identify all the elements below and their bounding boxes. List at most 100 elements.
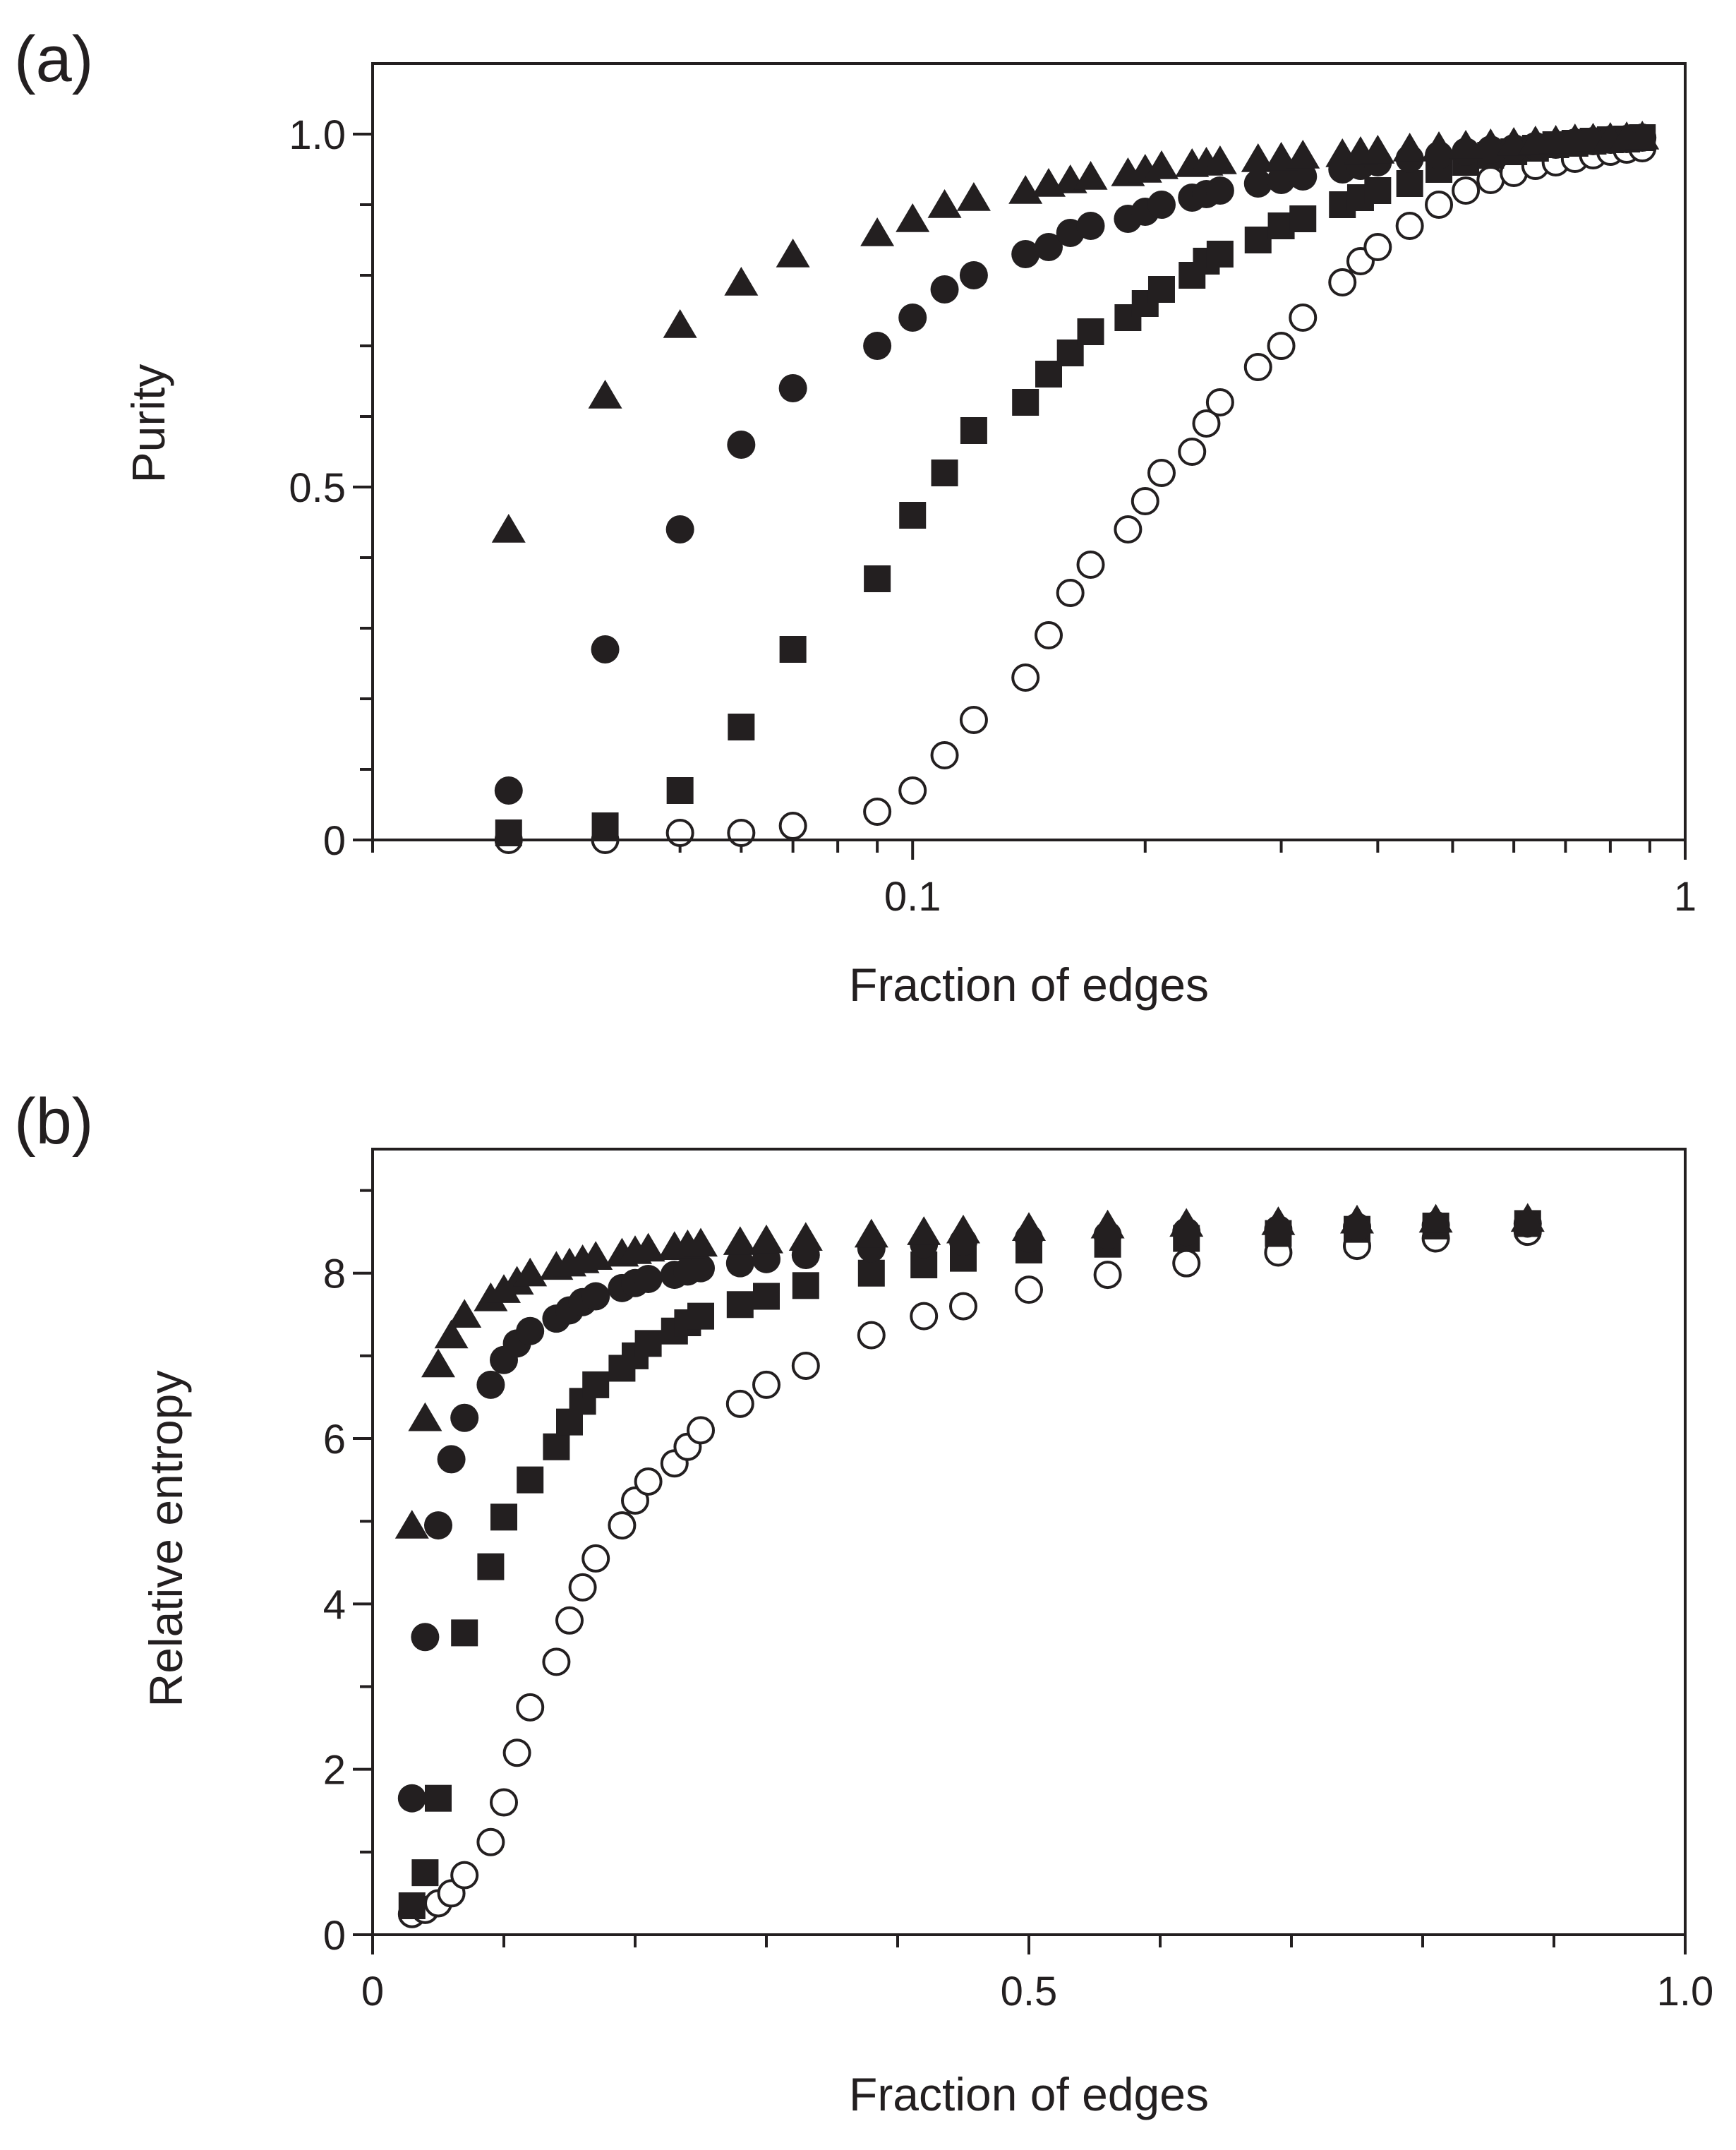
panel-b-open-circle-point (857, 1321, 886, 1350)
panel-b-filled-square-point (451, 1619, 478, 1647)
panel-b-filled-circle-point (581, 1282, 610, 1311)
panel-a-open-circle-point (1035, 621, 1063, 649)
panel-b-filled-circle-point (634, 1264, 663, 1293)
panel-b-triangle-point (513, 1257, 548, 1287)
panel-a-filled-square-point (591, 812, 619, 839)
panel-b-marks (394, 1203, 1545, 1928)
panel-b-triangle-point (946, 1214, 980, 1244)
panel-b-filled-square-point (753, 1283, 780, 1310)
panel-a-filled-circle-point (1011, 240, 1040, 268)
panel-a-triangle-point (1073, 161, 1108, 190)
panel-a-filled-circle-point (1267, 166, 1296, 194)
panel-b-triangle-point (1340, 1204, 1374, 1234)
panel-b-triangle-point (421, 1348, 455, 1378)
panel-a-open-circle-point (1178, 438, 1207, 466)
panel-a-xtick-label: 0.1 (884, 874, 941, 920)
panel-b-open-circle-point (581, 1544, 610, 1573)
panel-a-open-circle-point (1011, 663, 1040, 692)
panel-b-open-circle-point (568, 1573, 597, 1602)
panel-a-open-circle-point (1243, 353, 1272, 381)
panel-a-open-circle-point (1147, 459, 1176, 487)
panel-b-triangle-point (1169, 1208, 1204, 1237)
panel-a-triangle-point (1392, 133, 1427, 162)
panel-b-open-circle-point (555, 1606, 584, 1635)
panel-a-triangle-point (1449, 130, 1483, 159)
panel-a-triangle-point (1422, 131, 1457, 160)
panel-a-filled-square-point (864, 565, 891, 592)
panel-b-open-circle-point (476, 1827, 505, 1856)
panel-a-frame (371, 62, 1687, 841)
panel-b-filled-circle-point (411, 1623, 440, 1652)
panel-b-filled-square-point (857, 1259, 885, 1287)
panel-a-triangle-point (860, 217, 895, 246)
panel-a-triangle-point (1286, 140, 1320, 169)
panel-a-triangle-point (956, 182, 991, 211)
panel-a-open-circle-point (1363, 233, 1392, 261)
panel-b-xtick-label: 0.5 (1001, 1969, 1058, 2014)
panel-b-filled-square-point (634, 1330, 662, 1357)
panel-b-triangle-point (723, 1226, 757, 1255)
panel-b-triangle-point (854, 1218, 888, 1248)
panel-b-triangle-point (1418, 1203, 1453, 1233)
panel-a-triangle-point (776, 239, 810, 268)
panel-b-filled-square-point (792, 1272, 819, 1299)
panel-a-ytick-label: 0.5 (289, 465, 346, 511)
panel-b-ytick-label: 4 (323, 1582, 346, 1628)
panel-a-open-circle-point (863, 798, 892, 826)
panel-a-triangle-point (663, 309, 697, 338)
panel-b-triangle-point (1090, 1209, 1125, 1239)
panel-b-triangle-point (907, 1216, 941, 1245)
panel-b-open-circle-point (634, 1467, 663, 1496)
panel-a-open-circle-point (1131, 487, 1159, 515)
panel-a-filled-square-point (1147, 276, 1175, 303)
panel-b-open-circle-point (791, 1351, 820, 1380)
panel-a-open-circle-point (665, 819, 694, 847)
panel-b-open-circle-point (502, 1738, 531, 1767)
panel-b-filled-square-point (398, 1892, 426, 1919)
panel-b-ytick-label: 8 (323, 1251, 346, 1297)
panel-b-filled-circle-point (437, 1445, 466, 1474)
panel-a-triangle-point (896, 203, 930, 232)
panel-a-filled-square-point (1364, 177, 1392, 204)
panel-a-triangle-point (1241, 143, 1275, 172)
panel-a-open-circle-point (1476, 166, 1505, 194)
panel-b-triangle-point (749, 1224, 783, 1254)
panel-a-xtick-label: 1 (1674, 874, 1696, 920)
panel-a-filled-square-point (1012, 389, 1039, 416)
panel-a-filled-square-point (728, 714, 755, 740)
panel-a-triangle-point (1473, 128, 1508, 157)
panel-b-open-circle-point (1093, 1261, 1122, 1290)
panel-b-open-circle-point (687, 1416, 715, 1445)
panel-b-triangle-point (631, 1232, 665, 1262)
panel-b-open-circle-point (1172, 1249, 1201, 1278)
panel-b-open-circle-point (910, 1302, 939, 1331)
panel-a-marks (491, 121, 1660, 854)
panel-b-filled-circle-point (516, 1316, 545, 1345)
panel-a-xlabel: Fraction of edges (849, 959, 1209, 1011)
panel-a-triangle-point (1361, 135, 1395, 164)
panel-b-open-circle-point (752, 1370, 780, 1399)
panel-b-ytick-label: 0 (323, 1913, 346, 1959)
panel-a-filled-square-point (495, 819, 522, 846)
panel-b-filled-square-point (582, 1371, 610, 1398)
panel-b-open-circle-point (490, 1788, 518, 1817)
panel-a-triangle-point (724, 267, 759, 296)
panel-a: (a) 0.1 1 0 0.5 1.0 Fraction of edges Purity (14, 23, 1696, 1011)
panel-a-filled-circle-point (863, 332, 892, 360)
panel-a-filled-circle-point (1076, 212, 1105, 240)
panel-a-triangle-point (1625, 121, 1660, 150)
panel-b-filled-square-point (425, 1784, 452, 1812)
panel-b-ylabel: Relative entropy (140, 1371, 192, 1707)
panel-a-open-circle-point (727, 819, 756, 847)
panel-b-filled-circle-point (725, 1249, 754, 1278)
panel-a-open-circle-point (778, 812, 807, 840)
panel-a-ytick-label: 0 (323, 818, 346, 864)
panel-a-open-circle-point (1076, 551, 1105, 579)
panel-a-filled-circle-point (1243, 169, 1272, 198)
panel-a-filled-square-point (1244, 227, 1272, 253)
panel-b-xtick-label: 1.0 (1657, 1969, 1714, 2014)
panel-a-ytick-label: 1.0 (289, 112, 346, 158)
panel-a-open-circle-point (1114, 515, 1143, 543)
panel-a-open-circle-point (959, 706, 988, 734)
